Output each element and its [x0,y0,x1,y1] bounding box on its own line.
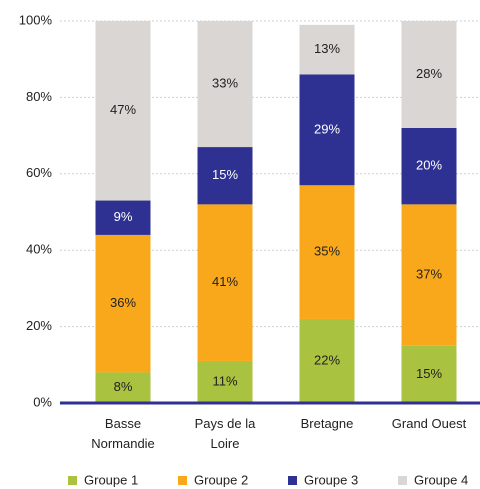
y-tick-label: 100% [19,12,53,27]
data-label: 29% [314,121,340,136]
legend-label: Groupe 3 [304,472,358,487]
x-tick-label-line: Loire [211,436,240,451]
legend-swatch [288,476,297,485]
bar-segment [197,147,253,205]
x-tick-label-line: Normandie [91,436,155,451]
data-label: 33% [212,75,238,90]
data-label: 9% [114,209,133,224]
data-label: 13% [314,41,340,56]
x-tick-label-line: Pays de la [195,416,256,431]
data-label: 37% [416,266,442,281]
y-tick-label: 20% [26,318,52,333]
bar-segment [401,21,457,128]
bar-segment [95,200,151,235]
bar-segment [95,372,151,403]
data-label: 8% [114,379,133,394]
legend-swatch [68,476,77,485]
data-label: 22% [314,352,340,367]
data-label: 11% [212,373,237,388]
x-tick-label-line: Bretagne [301,416,354,431]
y-tick-label: 40% [26,242,52,257]
bar-segment [299,24,355,75]
bar-segment [401,127,457,205]
bar-segment [401,204,457,346]
data-label: 15% [212,167,238,182]
legend-label: Groupe 1 [84,472,138,487]
bar-segment [401,345,457,403]
data-label: 47% [110,102,136,117]
bar-segment [299,74,355,186]
bar-segment [95,21,151,201]
bar-segment [299,185,355,319]
legend-swatch [398,476,407,485]
data-label: 28% [416,66,442,81]
x-tick-label: Basse Normandie [91,416,155,451]
data-label: 20% [416,158,442,173]
data-label: 36% [110,295,136,310]
bar-segment [197,204,253,361]
x-tick-label-line: Grand Ouest [392,416,467,431]
legend-label: Groupe 4 [414,472,468,487]
data-label: 15% [416,366,442,381]
x-tick-label: Pays de la Loire [195,416,256,451]
y-tick-label: 60% [26,165,52,180]
legend-label: Groupe 2 [194,472,248,487]
bar-segment [299,318,355,403]
bar-segment [95,234,151,373]
data-label: 41% [212,274,238,289]
bar-segment [197,21,253,148]
bar-segment [197,360,253,403]
y-tick-label: 0% [33,394,52,409]
x-tick-label: Grand Ouest [392,416,467,431]
y-tick-label: 80% [26,89,52,104]
legend-swatch [178,476,187,485]
x-tick-label: Bretagne [301,416,354,431]
x-tick-label-line: Basse [105,416,141,431]
data-label: 35% [314,244,340,259]
